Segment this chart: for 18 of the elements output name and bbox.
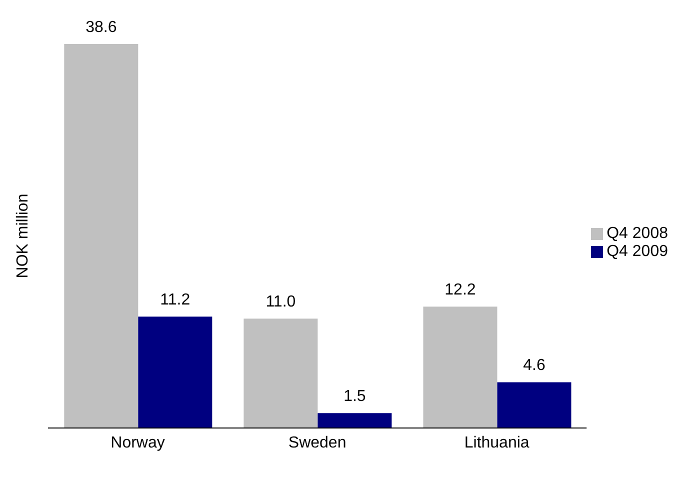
- data-label: 38.6: [86, 19, 117, 36]
- legend-label: Q4 2009: [606, 243, 668, 260]
- data-label: 12.2: [444, 282, 476, 299]
- bar: [497, 382, 572, 428]
- data-label: 11.0: [266, 294, 296, 311]
- data-label: 1.5: [344, 388, 366, 406]
- x-tick-label: Norway: [110, 434, 165, 452]
- data-label: 4.6: [523, 357, 546, 374]
- legend-label: Q4 2008: [606, 225, 668, 242]
- bar: [244, 318, 318, 428]
- bar: [64, 44, 138, 428]
- y-axis-title: NOK million: [14, 194, 32, 278]
- x-tick-label: Sweden: [288, 434, 346, 452]
- bar: [138, 316, 212, 428]
- bar: [423, 306, 498, 428]
- data-label: 11.2: [160, 292, 190, 309]
- x-tick-label: Lithuania: [464, 434, 530, 452]
- bar: [318, 413, 392, 428]
